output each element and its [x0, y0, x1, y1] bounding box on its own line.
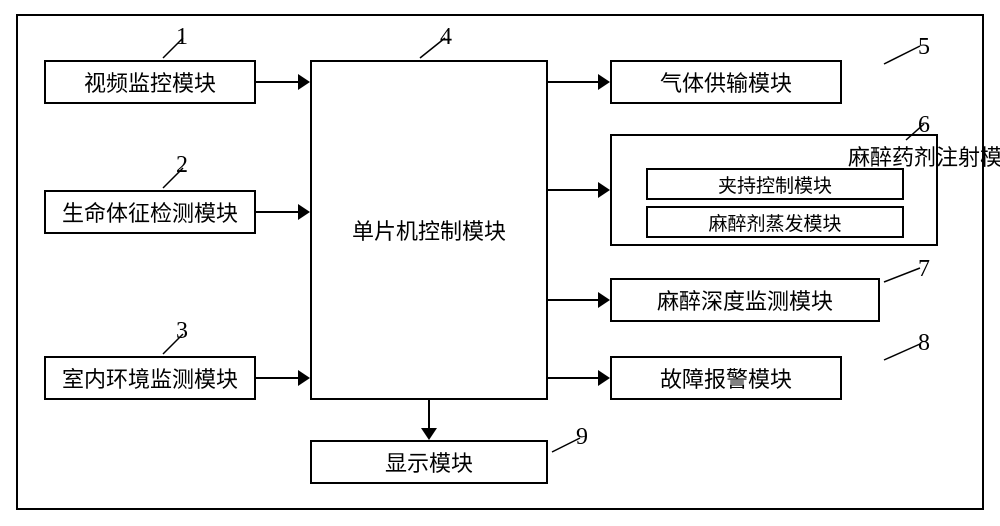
connectors-svg [0, 0, 1000, 526]
